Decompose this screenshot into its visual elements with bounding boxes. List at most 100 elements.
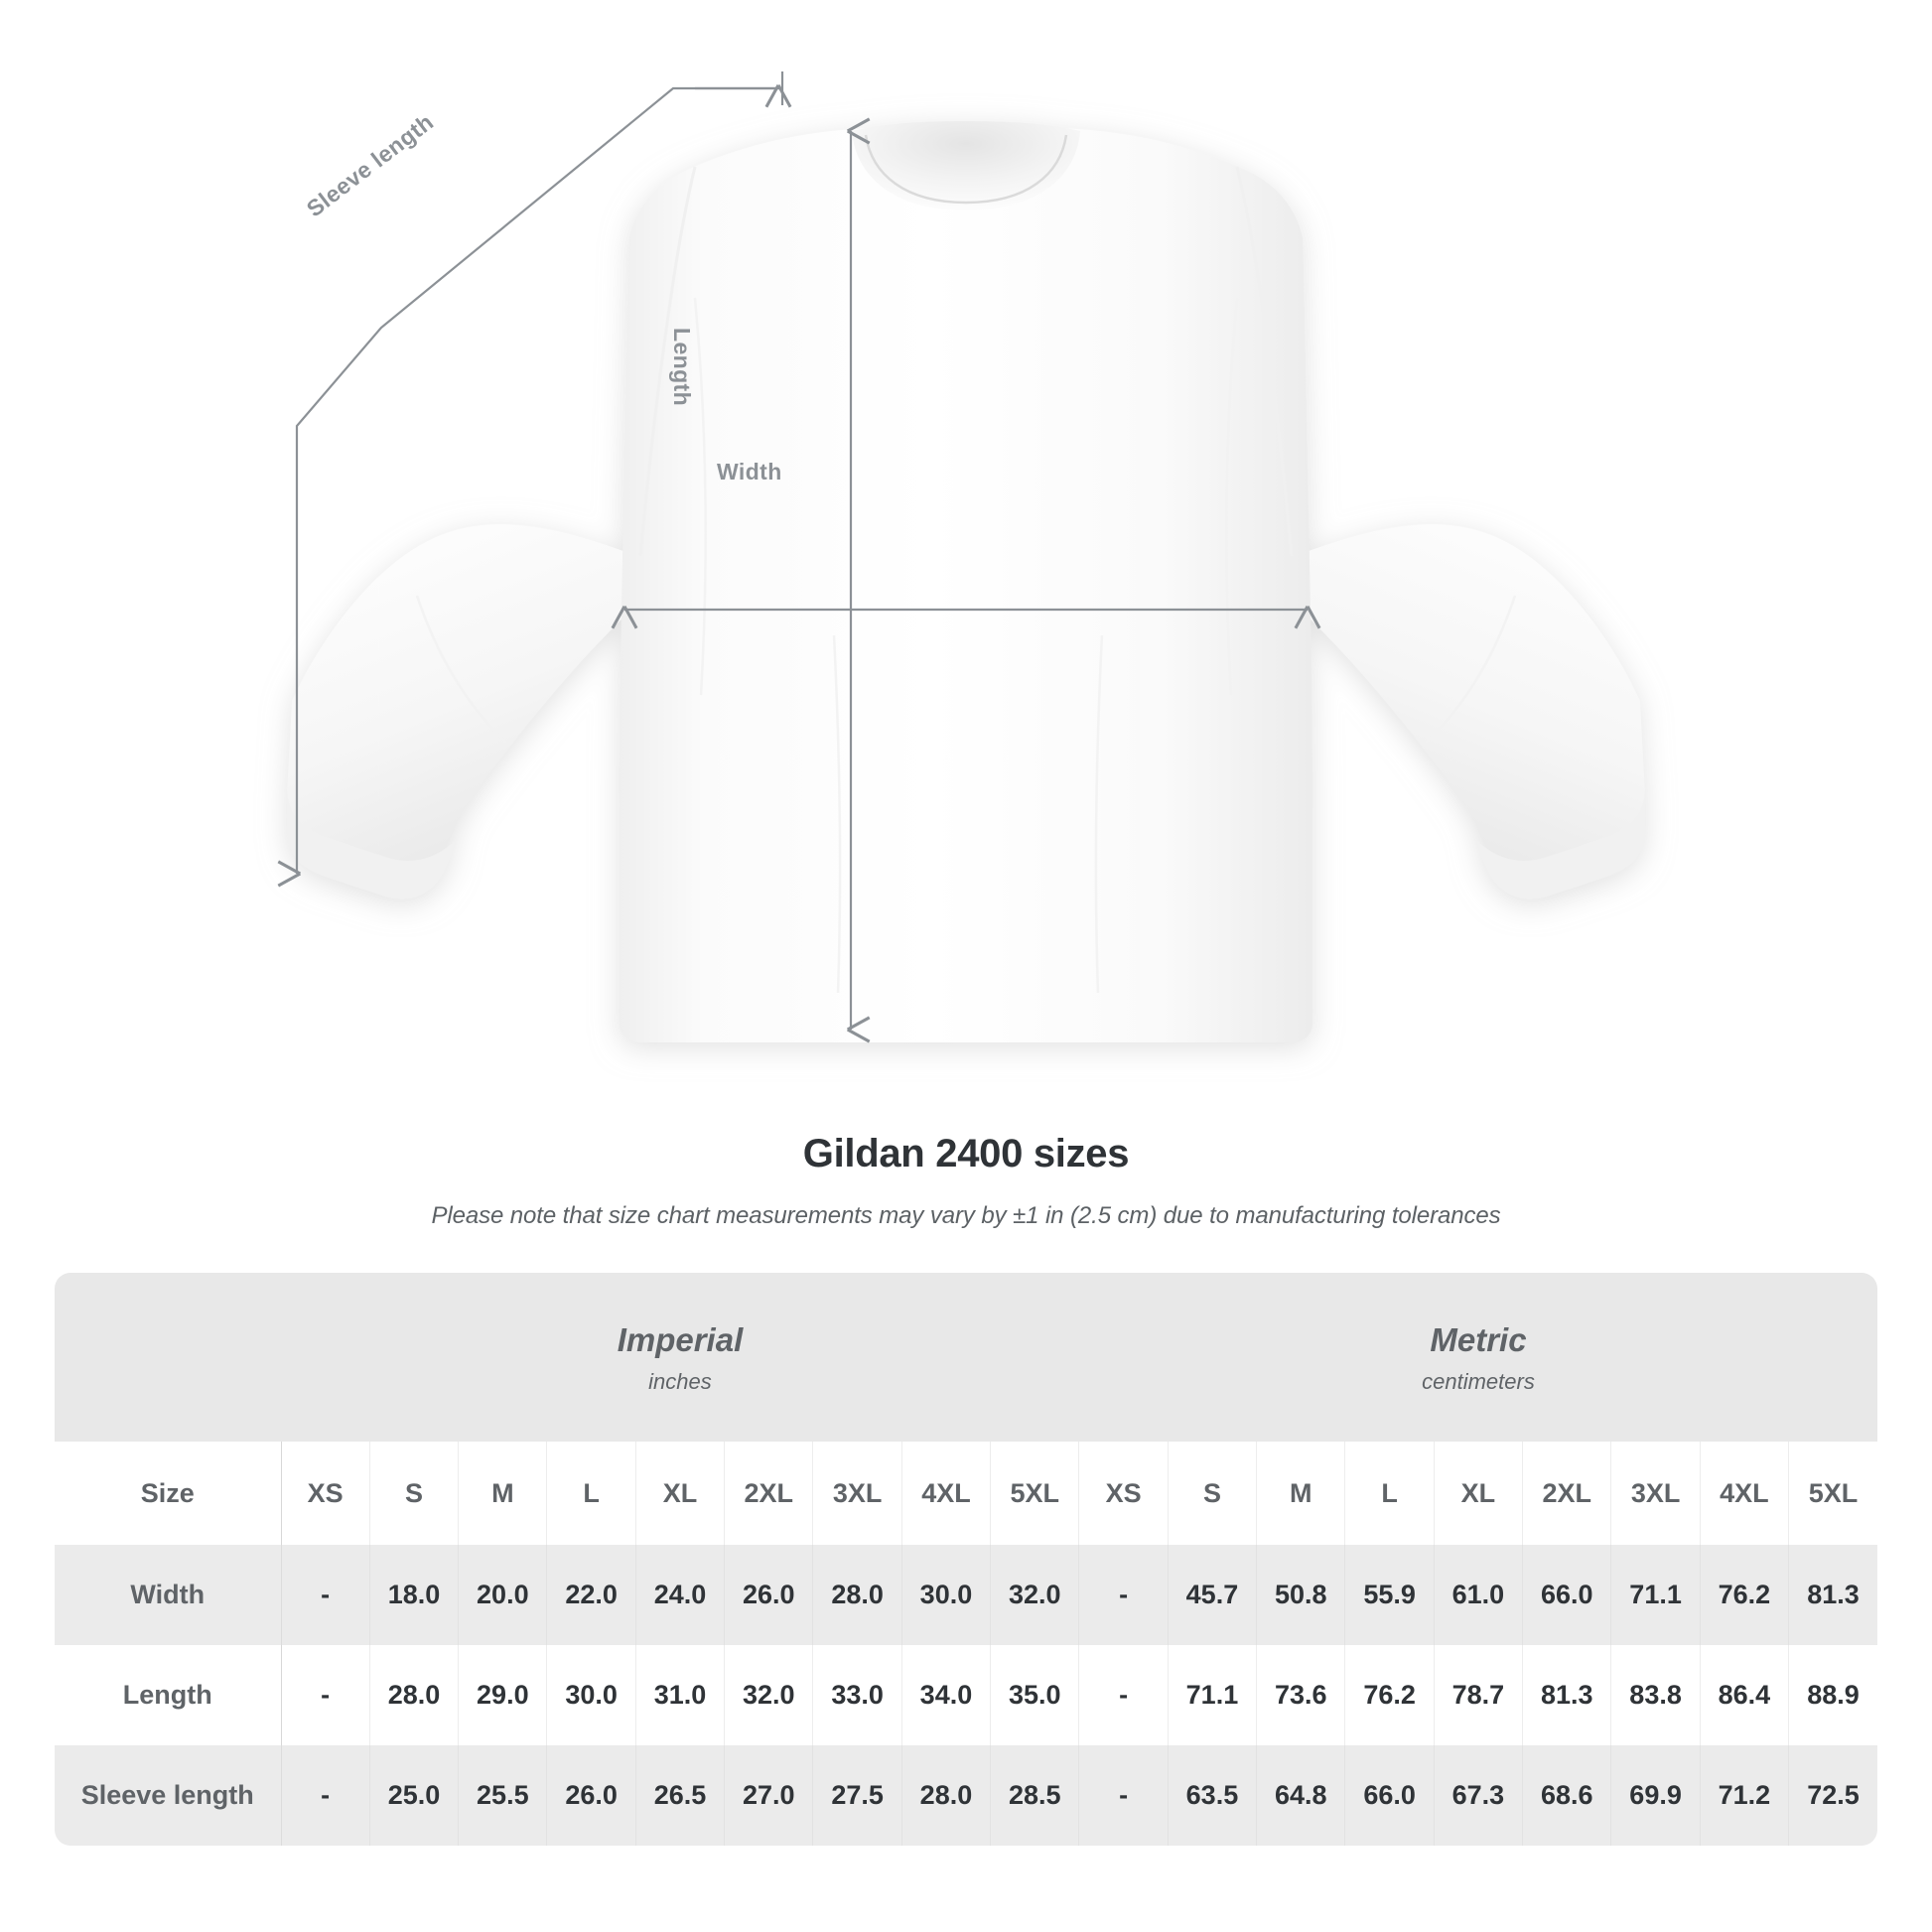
cell-width-metric-S: 45.7 <box>1168 1545 1258 1645</box>
unit-sub-imperial: inches <box>648 1368 712 1394</box>
size-header-cell-imperial-5XL: 5XL <box>990 1442 1080 1545</box>
cell-width-metric-XS: - <box>1078 1545 1169 1645</box>
table-row: Width -18.0 20.0 22.0 24.0 26.0 28.0 30.0 32.0-4… <box>55 1545 1877 1645</box>
cell-width-metric-4XL: 76.2 <box>1700 1545 1790 1645</box>
cell-sleeve-length-metric-S: 63.5 <box>1168 1745 1258 1846</box>
size-header-cell-metric-5XL: 5XL <box>1788 1442 1877 1545</box>
cell-width-metric-XL: 61.0 <box>1434 1545 1524 1645</box>
size-header-cell-metric-2XL: 2XL <box>1522 1442 1612 1545</box>
left-cuff <box>287 789 459 899</box>
unit-header-imperial: Imperial inches <box>281 1273 1079 1442</box>
size-header-cell-metric-L: L <box>1344 1442 1435 1545</box>
unit-header-blank <box>55 1273 281 1442</box>
title-block: Gildan 2400 sizes Please note that size … <box>0 1132 1932 1230</box>
cell-length-metric-S: 71.1 <box>1168 1645 1258 1745</box>
unit-header-row: Imperial inches Metric centimeters <box>55 1273 1877 1442</box>
cell-width-imperial-3XL: 28.0 <box>812 1545 902 1645</box>
cell-sleeve-length-imperial-5XL: 28.5 <box>990 1745 1080 1846</box>
size-chart-table-wrapper: Imperial inches Metric centimeters Size XS S M L… <box>55 1273 1877 1846</box>
cell-sleeve-length-imperial-L: 26.0 <box>546 1745 636 1846</box>
cell-length-metric-2XL: 81.3 <box>1522 1645 1612 1745</box>
cell-sleeve-length-imperial-4XL: 28.0 <box>901 1745 992 1846</box>
cell-sleeve-length-metric-5XL: 72.5 <box>1788 1745 1877 1846</box>
cell-length-metric-3XL: 83.8 <box>1610 1645 1701 1745</box>
right-cuff <box>1473 789 1645 899</box>
cell-width-imperial-XL: 24.0 <box>635 1545 726 1645</box>
size-chart-table: Imperial inches Metric centimeters Size XS S M L… <box>55 1273 1877 1846</box>
size-header-cell-imperial-4XL: 4XL <box>901 1442 992 1545</box>
cell-width-imperial-S: 18.0 <box>369 1545 460 1645</box>
cell-width-metric-L: 55.9 <box>1344 1545 1435 1645</box>
right-shoulder-seam <box>1235 166 1294 557</box>
collar-ribbing <box>864 134 1068 205</box>
right-sleeve <box>1301 524 1646 879</box>
cell-sleeve-length-imperial-XS: - <box>281 1745 370 1846</box>
cell-sleeve-length-imperial-2XL: 27.0 <box>724 1745 814 1846</box>
cell-length-metric-M: 73.6 <box>1256 1645 1346 1745</box>
cell-width-imperial-L: 22.0 <box>546 1545 636 1645</box>
cell-sleeve-length-metric-2XL: 68.6 <box>1522 1745 1612 1846</box>
cell-length-metric-L: 76.2 <box>1344 1645 1435 1745</box>
cell-length-imperial-XL: 31.0 <box>635 1645 726 1745</box>
cell-width-metric-3XL: 71.1 <box>1610 1545 1701 1645</box>
cell-width-metric-2XL: 66.0 <box>1522 1545 1612 1645</box>
size-header-cell-metric-M: M <box>1256 1442 1346 1545</box>
cell-width-imperial-4XL: 30.0 <box>901 1545 992 1645</box>
garment-diagram: Sleeve length Length Width <box>277 71 1646 1043</box>
size-header-row: Size XS S M L XL 2XL 3XL 4XL 5XL XS S M L XL 2XL 3XL 4XL 5… <box>55 1442 1877 1545</box>
size-header-cell-metric-S: S <box>1168 1442 1258 1545</box>
size-header-cell-imperial-L: L <box>546 1442 636 1545</box>
size-header-cell-metric-XL: XL <box>1434 1442 1524 1545</box>
size-header-cell-metric-4XL: 4XL <box>1700 1442 1790 1545</box>
left-shoulder-seam <box>638 166 697 557</box>
size-header-cell-imperial-XL: XL <box>635 1442 726 1545</box>
size-header-cell-imperial-S: S <box>369 1442 460 1545</box>
cell-length-imperial-S: 28.0 <box>369 1645 460 1745</box>
shirt-illustration <box>277 71 1646 1043</box>
cell-sleeve-length-metric-L: 66.0 <box>1344 1745 1435 1846</box>
row-label-length: Length <box>55 1645 282 1745</box>
row-label-width: Width <box>55 1545 282 1645</box>
size-header-cell-imperial-2XL: 2XL <box>724 1442 814 1545</box>
table-row: Sleeve length -25.0 25.5 26.0 26.5 27.0 27.5 28… <box>55 1745 1877 1846</box>
cell-width-imperial-XS: - <box>281 1545 370 1645</box>
unit-name-imperial: Imperial <box>617 1321 744 1359</box>
cell-width-metric-M: 50.8 <box>1256 1545 1346 1645</box>
cell-length-metric-XL: 78.7 <box>1434 1645 1524 1745</box>
cell-length-imperial-M: 29.0 <box>458 1645 548 1745</box>
cell-width-imperial-5XL: 32.0 <box>990 1545 1080 1645</box>
page-subtitle: Please note that size chart measurements… <box>431 1202 1501 1229</box>
fabric-folds <box>415 297 1517 994</box>
shirt-body <box>620 127 1312 1042</box>
cell-sleeve-length-imperial-XL: 26.5 <box>635 1745 726 1846</box>
cell-length-imperial-XS: - <box>281 1645 370 1745</box>
cell-length-imperial-L: 30.0 <box>546 1645 636 1745</box>
row-label-sleeve-length: Sleeve length <box>55 1745 282 1846</box>
cell-length-imperial-5XL: 35.0 <box>990 1645 1080 1745</box>
cell-sleeve-length-metric-3XL: 69.9 <box>1610 1745 1701 1846</box>
cell-sleeve-length-metric-M: 64.8 <box>1256 1745 1346 1846</box>
cell-sleeve-length-metric-XL: 67.3 <box>1434 1745 1524 1846</box>
cell-sleeve-length-metric-XS: - <box>1078 1745 1169 1846</box>
cell-sleeve-length-metric-4XL: 71.2 <box>1700 1745 1790 1846</box>
cell-length-metric-5XL: 88.9 <box>1788 1645 1877 1745</box>
cell-sleeve-length-imperial-M: 25.5 <box>458 1745 548 1846</box>
cell-sleeve-length-imperial-S: 25.0 <box>369 1745 460 1846</box>
unit-name-metric: Metric <box>1430 1321 1527 1359</box>
cell-sleeve-length-imperial-3XL: 27.5 <box>812 1745 902 1846</box>
cell-length-imperial-2XL: 32.0 <box>724 1645 814 1745</box>
cell-width-imperial-M: 20.0 <box>458 1545 548 1645</box>
unit-header-metric: Metric centimeters <box>1078 1273 1877 1442</box>
cell-width-metric-5XL: 81.3 <box>1788 1545 1877 1645</box>
size-header-cell-imperial-XS: XS <box>281 1442 370 1545</box>
size-header-label: Size <box>55 1442 282 1545</box>
cell-length-metric-XS: - <box>1078 1645 1169 1745</box>
size-header-cell-metric-3XL: 3XL <box>1610 1442 1701 1545</box>
size-header-cell-imperial-3XL: 3XL <box>812 1442 902 1545</box>
dimension-lines <box>277 71 1321 1043</box>
size-header-cell-metric-XS: XS <box>1078 1442 1169 1545</box>
page-title: Gildan 2400 sizes <box>802 1132 1130 1175</box>
size-header-cell-imperial-M: M <box>458 1442 548 1545</box>
width-dimension-label: Width <box>717 459 782 484</box>
shirt-body-group <box>286 121 1646 1042</box>
